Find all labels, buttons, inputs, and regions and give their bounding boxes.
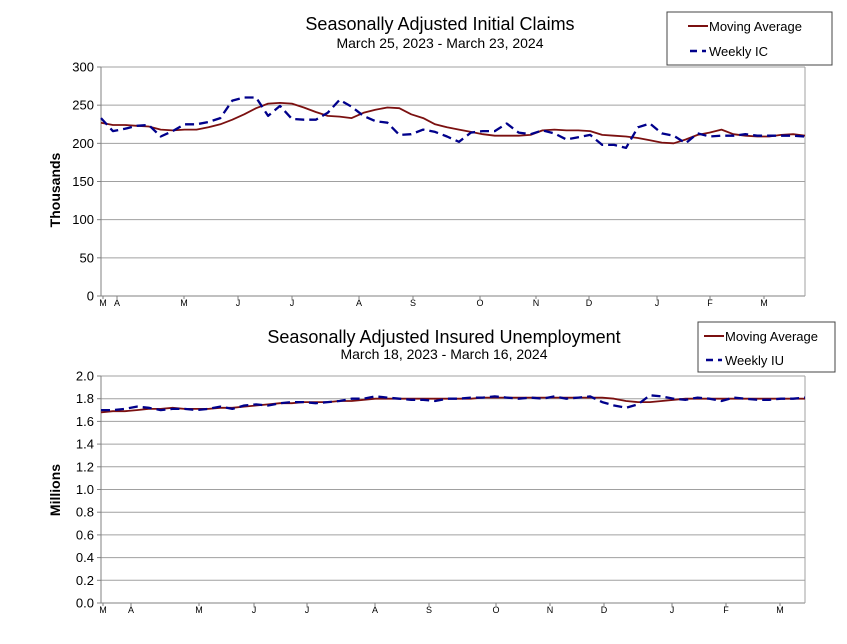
moving-average-series-line [100, 102, 806, 145]
chart1-legend-ma-label: Moving Average [709, 19, 802, 34]
chart2-legend-box [697, 321, 836, 373]
initial-claims-chart: Seasonally Adjusted Initial Claims March… [47, 11, 833, 308]
x-month-label: S [426, 605, 432, 615]
y-tick-label: 100 [72, 212, 94, 227]
x-month-label: M [195, 605, 203, 615]
y-tick-label: 150 [72, 174, 94, 189]
y-tick-label: 0 [87, 289, 94, 304]
y-tick-label: 200 [72, 136, 94, 151]
chart1-y-tick-labels: 0 50 100 150 200 250 300 [72, 60, 94, 304]
chart2-y-tick-labels: 0.0 0.2 0.4 0.6 0.8 1.0 1.2 1.4 1.6 1.8 2.0 [76, 369, 94, 611]
x-month-label: D [586, 298, 593, 308]
weekly-series-line [100, 96, 806, 150]
x-month-label: A [128, 605, 134, 615]
x-month-label: N [533, 298, 540, 308]
y-tick-label: 1.6 [76, 414, 94, 429]
y-tick-label: 0.4 [76, 550, 94, 565]
weekly-series-line [101, 394, 806, 412]
y-tick-label: 0.6 [76, 527, 94, 542]
x-month-label: A [372, 605, 378, 615]
y-tick-label: 1.2 [76, 459, 94, 474]
x-month-label: J [290, 298, 295, 308]
x-month-label: F [707, 298, 713, 308]
chart2-ylabel: Millions [47, 464, 63, 516]
chart2-legend: Moving Average Weekly IU [697, 321, 836, 373]
x-month-label: M [180, 298, 188, 308]
chart2-subtitle: March 18, 2023 - March 16, 2024 [340, 346, 547, 362]
insured-unemployment-chart: Seasonally Adjusted Insured Unemployment… [47, 321, 836, 615]
x-month-label: M [760, 298, 768, 308]
chart2-series [100, 394, 806, 414]
x-month-label: O [476, 298, 483, 308]
chart1-legend-weekly-label: Weekly IC [709, 44, 768, 59]
chart2-title: Seasonally Adjusted Insured Unemployment [267, 327, 620, 347]
chart1-ylabel: Thousands [47, 152, 63, 227]
x-month-label: S [410, 298, 416, 308]
chart1-subtitle: March 25, 2023 - March 23, 2024 [336, 35, 543, 51]
x-month-label: N [547, 605, 554, 615]
chart1-title: Seasonally Adjusted Initial Claims [305, 14, 574, 34]
x-month-label: M [99, 298, 107, 308]
y-tick-label: 250 [72, 98, 94, 113]
y-tick-label: 1.0 [76, 482, 94, 497]
x-month-label: D [601, 605, 608, 615]
x-month-label: M [776, 605, 784, 615]
y-tick-label: 0.8 [76, 505, 94, 520]
y-tick-label: 1.8 [76, 391, 94, 406]
chart1-series [100, 96, 806, 150]
x-month-label: O [492, 605, 499, 615]
y-tick-label: 0.2 [76, 573, 94, 588]
x-month-label: J [252, 605, 257, 615]
x-month-label: F [723, 605, 729, 615]
x-month-label: J [655, 298, 660, 308]
x-month-label: J [670, 605, 675, 615]
y-tick-label: 1.4 [76, 437, 94, 452]
chart2-legend-ma-label: Moving Average [725, 329, 818, 344]
y-tick-label: 2.0 [76, 369, 94, 384]
x-month-label: J [305, 605, 310, 615]
x-month-label: J [236, 298, 241, 308]
x-month-label: A [114, 298, 120, 308]
chart2-gridlines [97, 375, 806, 604]
chart1-legend-box [666, 11, 833, 66]
y-tick-label: 0.0 [76, 596, 94, 611]
y-tick-label: 50 [80, 250, 94, 265]
x-month-label: M [99, 605, 107, 615]
chart1-gridlines [97, 66, 806, 297]
y-tick-label: 300 [72, 60, 94, 75]
x-month-label: A [356, 298, 362, 308]
chart2-legend-weekly-label: Weekly IU [725, 353, 784, 368]
chart1-legend: Moving Average Weekly IC [666, 11, 833, 66]
